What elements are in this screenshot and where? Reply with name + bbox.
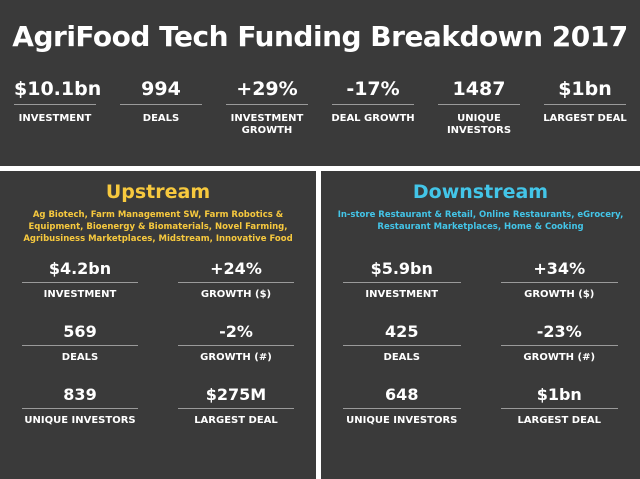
downstream-panel: Downstream In-store Restaurant & Retail,…: [321, 171, 640, 479]
stat-value: $1bn: [544, 78, 626, 105]
downstream-growth-dollars: +34% GROWTH ($): [500, 259, 618, 300]
downstream-investment: $5.9bn INVESTMENT: [343, 259, 461, 300]
stat-value: $10.1bn: [14, 78, 101, 105]
stat-value: 648: [343, 385, 461, 409]
stat-value: 1487: [438, 78, 520, 105]
upstream-description: Ag Biotech, Farm Management SW, Farm Rob…: [23, 210, 293, 244]
upstream-largest-deal: $275M LARGEST DEAL: [178, 385, 294, 426]
stat-value: -2%: [178, 322, 294, 346]
upstream-panel: Upstream Ag Biotech, Farm Management SW,…: [0, 171, 316, 479]
stat-label: INVESTMENT: [365, 289, 439, 300]
upstream-unique-investors: 839 UNIQUE INVESTORS: [22, 385, 138, 426]
stat-label: INVESTMENT: [18, 113, 92, 124]
stat-label: GROWTH (#): [523, 352, 596, 363]
stat-largest-deal: $1bn LARGEST DEAL: [540, 78, 630, 137]
stat-deal-growth: -17% DEAL GROWTH: [328, 78, 418, 137]
stat-label: UNIQUE INVESTORS: [24, 415, 136, 426]
downstream-deals: 425 DEALS: [343, 322, 461, 363]
stat-value: 994: [120, 78, 202, 105]
stat-label: DEALS: [142, 113, 180, 124]
stat-label: UNIQUE INVESTORS: [346, 415, 458, 426]
stat-label: DEALS: [383, 352, 420, 363]
stat-label: DEALS: [61, 352, 99, 363]
page-title: AgriFood Tech Funding Breakdown 2017: [12, 20, 628, 53]
stat-label: GROWTH ($): [200, 289, 272, 300]
stat-label: GROWTH ($): [524, 289, 595, 300]
stat-label: LARGEST DEAL: [194, 415, 278, 426]
downstream-stats: $5.9bn INVESTMENT +34% GROWTH ($) 425 DE…: [343, 259, 618, 426]
stat-value: $4.2bn: [22, 259, 138, 283]
stat-investment: $10.1bn INVESTMENT: [10, 78, 101, 137]
stat-deals: 994 DEALS: [116, 78, 206, 137]
upstream-growth-count: -2% GROWTH (#): [178, 322, 294, 363]
stat-value: 839: [22, 385, 138, 409]
stat-unique-investors: 1487 UNIQUE INVESTORS: [434, 78, 524, 137]
stat-label: DEAL GROWTH: [331, 113, 415, 124]
upstream-investment: $4.2bn INVESTMENT: [22, 259, 138, 300]
stat-value: $275M: [178, 385, 294, 409]
stat-label: INVESTMENT GROWTH: [230, 113, 304, 136]
vertical-divider: [316, 166, 321, 479]
downstream-largest-deal: $1bn LARGEST DEAL: [500, 385, 618, 426]
stat-label: INVESTMENT: [43, 289, 117, 300]
stat-label: UNIQUE INVESTORS: [446, 113, 512, 136]
stat-value: +29%: [226, 78, 308, 105]
summary-stats: $10.1bn INVESTMENT 994 DEALS +29% INVEST…: [10, 78, 630, 137]
upstream-stats: $4.2bn INVESTMENT +24% GROWTH ($) 569 DE…: [22, 259, 294, 426]
downstream-unique-investors: 648 UNIQUE INVESTORS: [343, 385, 461, 426]
stat-label: GROWTH (#): [200, 352, 272, 363]
stat-value: -23%: [500, 322, 618, 346]
stat-value: +24%: [178, 259, 294, 283]
stat-investment-growth: +29% INVESTMENT GROWTH: [222, 78, 312, 137]
upstream-growth-dollars: +24% GROWTH ($): [178, 259, 294, 300]
stat-value: -17%: [332, 78, 414, 105]
downstream-growth-count: -23% GROWTH (#): [500, 322, 618, 363]
upstream-title: Upstream: [105, 181, 211, 203]
downstream-title: Downstream: [412, 181, 549, 203]
stat-value: +34%: [500, 259, 618, 283]
stat-value: $5.9bn: [343, 259, 461, 283]
stat-value: $1bn: [500, 385, 618, 409]
stat-value: 569: [22, 322, 138, 346]
upstream-deals: 569 DEALS: [22, 322, 138, 363]
stat-value: 425: [343, 322, 461, 346]
stat-label: LARGEST DEAL: [543, 113, 627, 124]
stat-label: LARGEST DEAL: [517, 415, 602, 426]
downstream-description: In-store Restaurant & Retail, Online Res…: [337, 210, 624, 232]
